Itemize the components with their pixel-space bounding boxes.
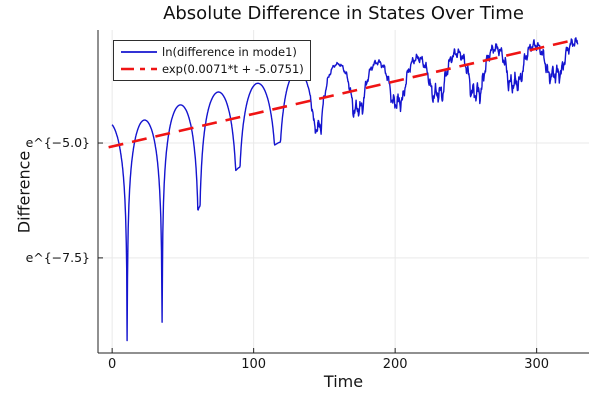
y-tick-label: e^{−5.0} — [25, 135, 90, 151]
legend: ln(difference in mode1) exp(0.0071*t + -… — [113, 40, 311, 81]
fit-line — [108, 38, 576, 149]
gridlines — [98, 30, 589, 353]
difference-curve — [111, 37, 579, 342]
blue-solid-line-swatch — [121, 50, 157, 53]
red-dashed-line-swatch — [121, 68, 157, 71]
x-tick-label: 0 — [108, 357, 117, 372]
x-tick-label: 200 — [382, 357, 408, 372]
y-axis-label: Difference — [14, 150, 34, 234]
legend-entry-fit: exp(0.0071*t + -5.0751) — [120, 61, 305, 79]
x-axis-label: Time — [323, 372, 364, 391]
x-tick-label: 300 — [524, 357, 550, 372]
axes — [97, 30, 589, 354]
y-tick-label: e^{−7.5} — [25, 249, 90, 265]
legend-label-fit: exp(0.0071*t + -5.0751) — [162, 62, 304, 77]
x-tick-label: 100 — [241, 357, 267, 372]
chart-title: Absolute Difference in States Over Time — [163, 3, 524, 24]
legend-label-difference: ln(difference in mode1) — [162, 44, 297, 59]
legend-entry-difference: ln(difference in mode1) — [120, 43, 305, 61]
